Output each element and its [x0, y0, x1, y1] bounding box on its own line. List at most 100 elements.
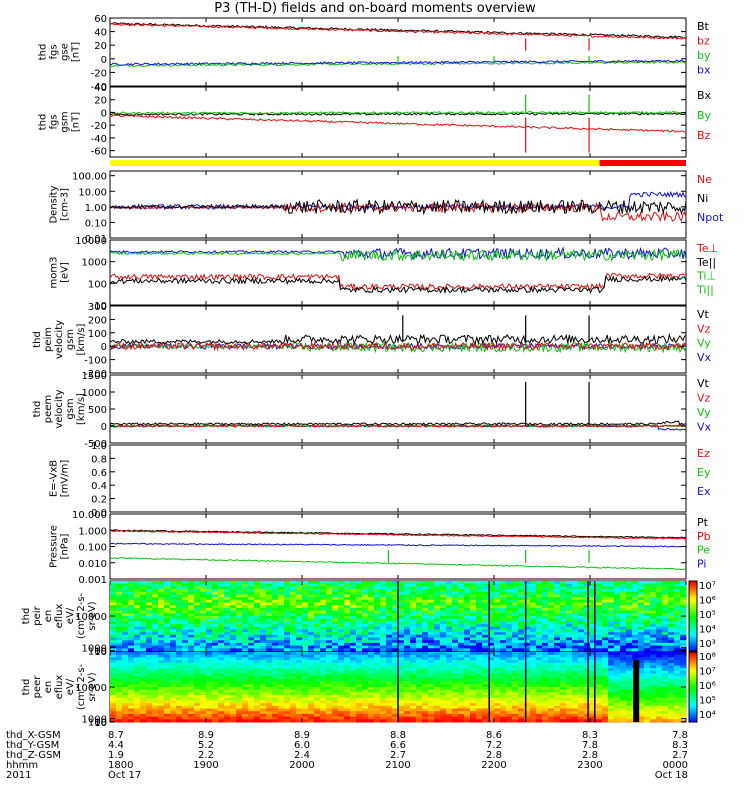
peir_spec-cell [362, 618, 369, 622]
peir_spec-cell [110, 605, 117, 609]
peer_spec-cell [230, 697, 237, 701]
peir_spec-cell [434, 637, 441, 641]
peer_spec-cell [200, 676, 207, 680]
peer_spec-cell [176, 716, 183, 720]
peir_spec-cell [110, 613, 117, 617]
peer_spec-cell [512, 654, 519, 658]
peir_spec-cell [224, 618, 231, 622]
peir_spec-cell [158, 629, 165, 633]
peir_spec-cell [272, 586, 279, 590]
peir_spec-cell [218, 581, 225, 585]
peir_spec-cell [356, 610, 363, 614]
peer_spec-cell [194, 711, 201, 715]
peir_spec-cell [152, 632, 159, 636]
peir_spec-cell [140, 613, 147, 617]
peir_spec-cell [674, 597, 681, 601]
peer_spec-cell [518, 662, 525, 666]
peer_spec-cell [332, 670, 339, 674]
peir_spec-cell [548, 613, 555, 617]
peir_spec-cell [452, 610, 459, 614]
peir_spec-cell [410, 642, 417, 646]
peer_spec-cell [182, 665, 189, 669]
peir_spec-cell [122, 607, 129, 611]
peer_spec-cell [248, 692, 255, 696]
peir_spec-cell [416, 613, 423, 617]
peir_spec-cell [446, 607, 453, 611]
peir_spec-cell [572, 599, 579, 603]
peer_spec-cell [464, 689, 471, 693]
peir_spec-cell [680, 586, 687, 590]
peer_spec-cell [398, 711, 405, 715]
peir_spec-cell [554, 610, 561, 614]
fgs_gse-ylabel: thd [38, 44, 49, 61]
peir_spec-cell [368, 618, 375, 622]
peer_spec-cell [158, 695, 165, 699]
peir_spec-cell [200, 634, 207, 638]
peer_spec-cell [254, 697, 261, 701]
peer_spec-cell [158, 657, 165, 661]
peer_spec-cell [242, 665, 249, 669]
peer_spec-cell [230, 719, 237, 723]
peir_spec-cell [326, 589, 333, 593]
peer_spec-cell [464, 695, 471, 699]
peer_spec-cell [458, 657, 465, 661]
peir_spec-cell [368, 610, 375, 614]
peer_spec-cell [368, 711, 375, 715]
peir_spec-cell [206, 626, 213, 630]
peer_spec-cell [476, 670, 483, 674]
peir_spec-cell [320, 605, 327, 609]
peir_spec-cell [194, 621, 201, 625]
peir_spec-cell [260, 621, 267, 625]
peir_spec-cell [644, 605, 651, 609]
peir_spec-cell [602, 632, 609, 636]
peir_spec-cell [578, 629, 585, 633]
peer_spec-cell [554, 705, 561, 709]
peir_spec-cell [260, 640, 267, 644]
peer_spec-cell [266, 665, 273, 669]
peir_spec-cell [560, 597, 567, 601]
peir_spec-cell [218, 613, 225, 617]
peir_spec-cell [266, 637, 273, 641]
peir_spec-cell [644, 632, 651, 636]
peir_spec-cell [110, 640, 117, 644]
peir_spec-cell [500, 613, 507, 617]
peir_spec-cell [494, 637, 501, 641]
peer_spec-cell [158, 673, 165, 677]
pressure-frame [109, 513, 687, 580]
peir_spec-cell [578, 634, 585, 638]
peir_spec-cell [260, 594, 267, 598]
peir_spec-cell [152, 634, 159, 638]
peir_spec-cell [656, 640, 663, 644]
peir_spec-cell [212, 624, 219, 628]
peir_spec-cell [620, 605, 627, 609]
peer_spec-cell [248, 703, 255, 707]
peir_spec-cell [380, 607, 387, 611]
peir_spec-cell [416, 637, 423, 641]
peir_spec-cell [134, 602, 141, 606]
peir_spec-cell [626, 624, 633, 628]
peir_spec-cell [380, 640, 387, 644]
peer_spec-cell [284, 670, 291, 674]
peer_spec-cell [296, 670, 303, 674]
peir_spec-cell [362, 637, 369, 641]
peir_spec-cell [608, 634, 615, 638]
peer_spec-cell [386, 703, 393, 707]
peir_spec-cell [524, 607, 531, 611]
peir_spec-cell [524, 583, 531, 587]
peer_spec-cell [482, 689, 489, 693]
peer_spec-cell [242, 654, 249, 658]
peir_spec-cell [236, 624, 243, 628]
peer_spec-cell [470, 700, 477, 704]
peer_spec-cell [212, 652, 219, 656]
peir_spec-cell [458, 624, 465, 628]
peer_spec-cell [230, 716, 237, 720]
peir_spec-cell [296, 610, 303, 614]
peir_spec-cell [602, 624, 609, 628]
peir_spec-cell [218, 648, 225, 652]
peir_spec-cell [356, 581, 363, 585]
fgs_gse-line-bz [109, 22, 687, 40]
peer_spec-cell [278, 703, 285, 707]
peir_spec-cell [152, 583, 159, 587]
peir_spec-cell [338, 583, 345, 587]
peer_spec-cell [344, 697, 351, 701]
